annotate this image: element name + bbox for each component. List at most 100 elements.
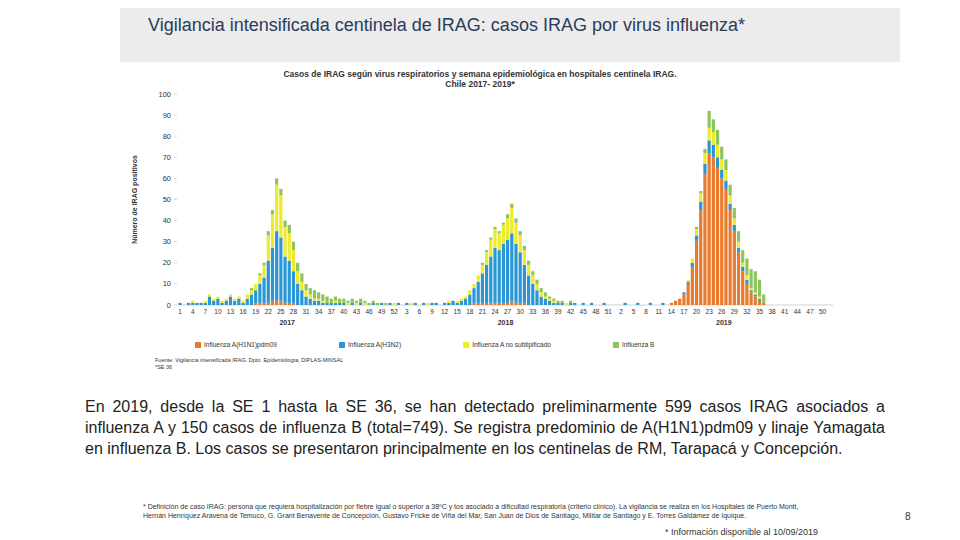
bar <box>204 300 207 301</box>
bar <box>212 301 215 305</box>
x-tick-label: 20 <box>693 308 701 315</box>
bar <box>556 301 559 303</box>
y-tick-label: 0 <box>167 301 171 310</box>
bar <box>435 302 438 303</box>
bar <box>325 303 328 305</box>
bar <box>556 303 559 305</box>
bar <box>468 290 471 294</box>
bar <box>523 250 526 265</box>
bar <box>422 303 425 305</box>
bar <box>334 297 337 301</box>
x-tick-label: 35 <box>756 308 764 315</box>
bar <box>254 303 257 305</box>
bar <box>577 305 580 306</box>
bar <box>632 305 635 306</box>
bar <box>640 305 643 306</box>
bar <box>405 302 408 303</box>
bar <box>607 305 610 306</box>
bar <box>241 303 244 305</box>
bar <box>703 164 706 175</box>
bar <box>636 303 639 305</box>
bar <box>661 302 664 303</box>
x-tick-label: 13 <box>227 308 235 315</box>
bar <box>619 305 622 306</box>
y-tick-label: 90 <box>163 111 171 120</box>
bar <box>283 227 286 257</box>
bar <box>754 297 757 305</box>
bar <box>481 303 484 305</box>
bar <box>632 305 635 306</box>
bar <box>313 301 316 305</box>
bar <box>258 284 261 303</box>
bar <box>477 275 480 276</box>
legend-swatch <box>195 342 201 348</box>
bar <box>628 305 631 306</box>
bar <box>540 297 543 305</box>
footnote: * Definición de caso IRAG: persona que r… <box>143 502 821 520</box>
bar <box>367 303 370 305</box>
bar <box>233 301 236 305</box>
bar <box>691 258 694 259</box>
bar <box>220 301 223 303</box>
bar <box>229 297 232 305</box>
bar <box>292 303 295 305</box>
bar <box>615 305 618 306</box>
bar <box>657 305 660 306</box>
x-tick-label: 6 <box>418 308 422 315</box>
bar <box>405 302 408 303</box>
x-tick-label: 40 <box>340 308 348 315</box>
bar <box>729 185 732 196</box>
bar <box>586 305 589 306</box>
legend-swatch <box>339 342 345 348</box>
x-tick-label: 37 <box>328 308 336 315</box>
bar <box>342 299 345 303</box>
bar <box>745 259 748 276</box>
bar <box>212 298 215 299</box>
bar <box>464 296 467 297</box>
bar <box>573 303 576 305</box>
bar <box>359 303 362 305</box>
title-box: Vigilancia intensificada centinela de IR… <box>120 8 900 62</box>
bar <box>544 292 547 296</box>
bar <box>674 300 677 301</box>
bar <box>179 303 182 305</box>
bar <box>258 303 261 305</box>
bar <box>254 284 257 290</box>
bar <box>397 302 400 303</box>
x-tick-label: 14 <box>668 308 676 315</box>
bar <box>401 305 404 306</box>
bar <box>363 303 366 305</box>
x-tick-label: 22 <box>265 308 273 315</box>
bar <box>275 301 278 305</box>
bar <box>216 296 219 297</box>
bar <box>729 210 732 305</box>
bar <box>527 261 530 265</box>
x-tick-label: 41 <box>781 308 789 315</box>
x-tick-label: 52 <box>391 308 399 315</box>
bar <box>246 294 249 298</box>
y-tick <box>174 262 177 263</box>
bar <box>250 294 253 305</box>
x-tick-label: 42 <box>567 308 575 315</box>
bar <box>283 256 286 302</box>
x-tick-label: 39 <box>554 308 562 315</box>
bar <box>187 302 190 303</box>
bar <box>464 297 467 299</box>
bar <box>514 244 517 303</box>
bar <box>187 302 190 303</box>
bar <box>351 303 354 305</box>
bar <box>464 299 467 305</box>
x-tick-label: 19 <box>252 308 260 315</box>
x-tick-label: 3 <box>405 308 409 315</box>
bar <box>611 305 614 306</box>
bar <box>493 229 496 248</box>
x-tick-label: 33 <box>529 308 537 315</box>
bar <box>615 305 618 306</box>
chart: Casos de IRAG según virus respiratorios … <box>0 0 960 390</box>
bar <box>300 282 303 290</box>
bar <box>519 303 522 305</box>
bar <box>527 275 530 305</box>
bar <box>506 214 509 218</box>
bar <box>573 302 576 303</box>
legend-swatch <box>613 342 619 348</box>
